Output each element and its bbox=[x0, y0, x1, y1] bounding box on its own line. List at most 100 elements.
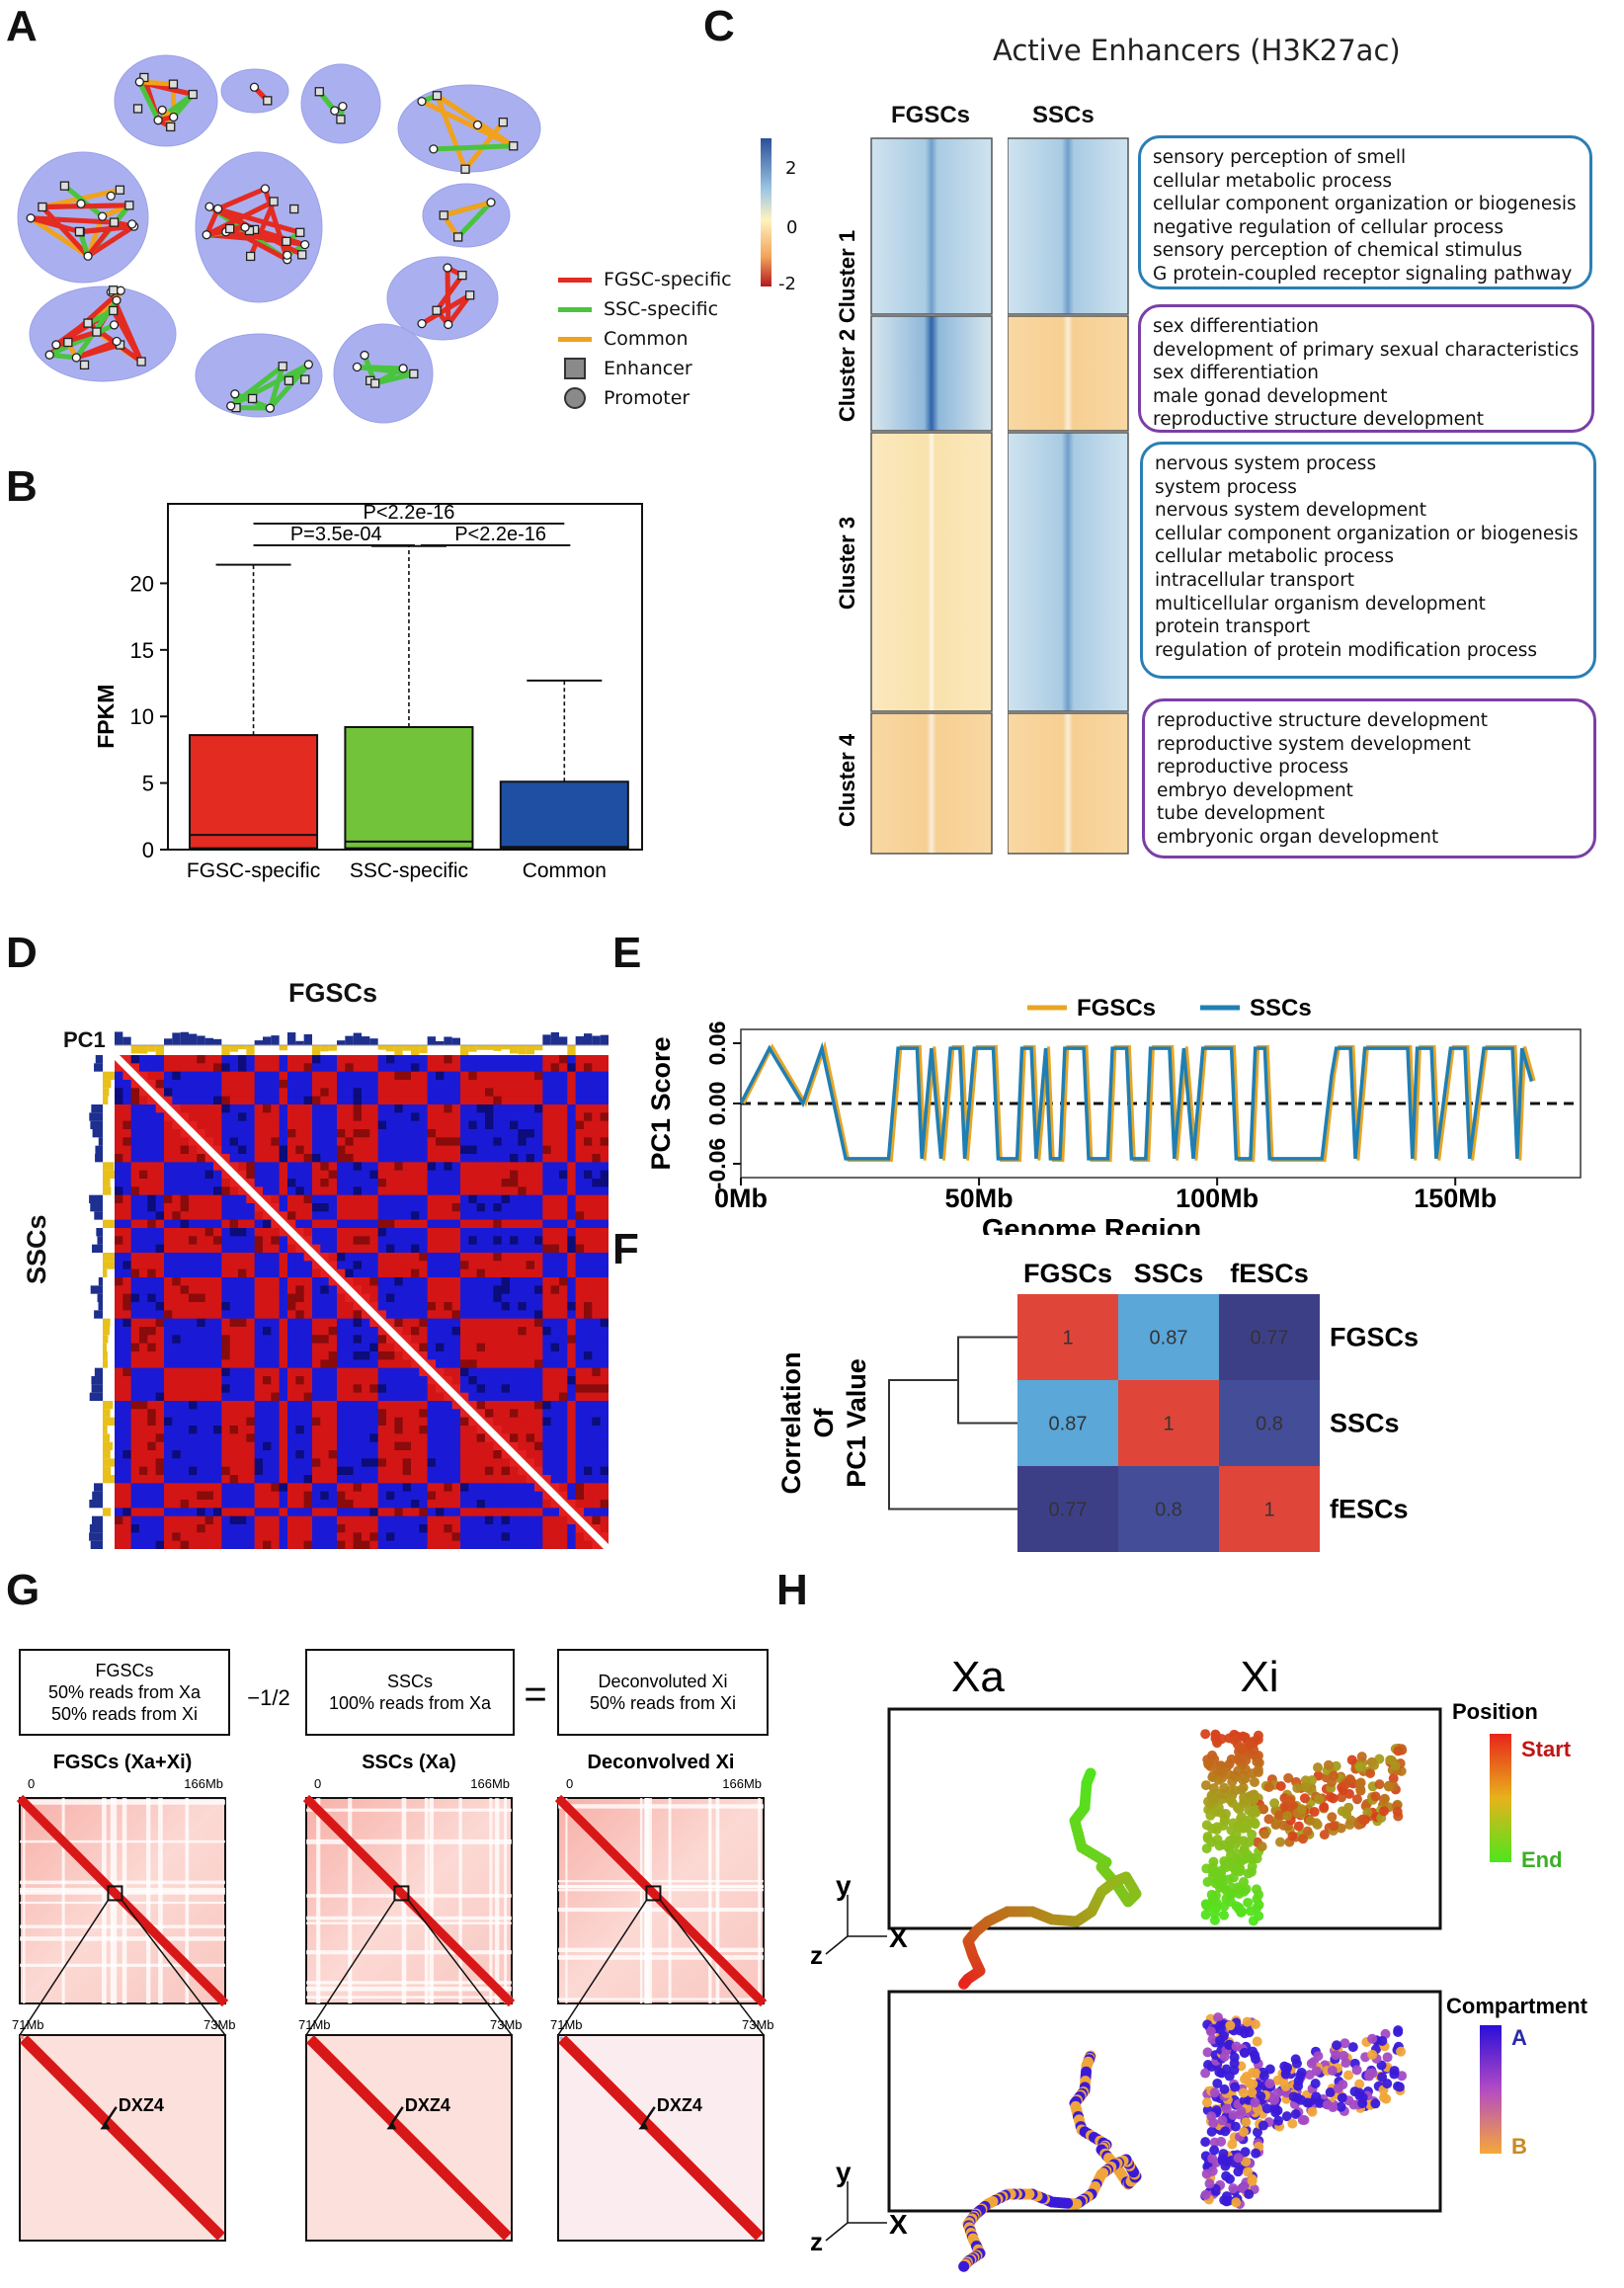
xi-bead bbox=[1327, 2065, 1338, 2076]
pc1-bar bbox=[89, 1532, 103, 1541]
pc1-bar bbox=[476, 1045, 485, 1050]
z-axis-arrow bbox=[825, 2222, 849, 2242]
zoom-region-box bbox=[645, 1885, 662, 1902]
position-legend-title: Position bbox=[1452, 1699, 1538, 1724]
cell-value: 1 bbox=[1062, 1328, 1073, 1349]
pc1-bar bbox=[103, 1466, 112, 1475]
panel-d-top-label: FGSCs bbox=[288, 978, 378, 1008]
network-edge bbox=[372, 366, 406, 386]
xi-bead bbox=[1229, 2052, 1240, 2063]
xi-bead bbox=[1340, 1779, 1351, 1790]
network-edge bbox=[267, 362, 311, 411]
go-term: tube development bbox=[1157, 803, 1326, 825]
xi-bead bbox=[1319, 1802, 1330, 1813]
enhancer-node bbox=[457, 271, 467, 281]
xi-bead bbox=[1226, 1754, 1237, 1764]
promoter-node bbox=[472, 120, 483, 130]
promoter-node bbox=[112, 295, 122, 305]
panel-label-b: B bbox=[6, 462, 38, 511]
dxz4-label: DXZ4 bbox=[405, 2095, 450, 2115]
enhancer-node bbox=[336, 115, 346, 124]
xi-bead bbox=[1202, 2047, 1213, 2058]
enhancer-square-icon bbox=[564, 358, 586, 379]
enhancer-node bbox=[63, 337, 73, 348]
xi-bead bbox=[1216, 1808, 1227, 1819]
network-edge bbox=[419, 292, 473, 327]
promoter-node bbox=[486, 198, 496, 207]
xi-bead bbox=[1236, 1744, 1247, 1755]
position-colorbar bbox=[1490, 1734, 1511, 1862]
xi-bead bbox=[1351, 2065, 1362, 2076]
pc1-bar bbox=[103, 1096, 109, 1104]
xi-bead bbox=[1298, 1834, 1309, 1844]
network-edge bbox=[136, 79, 161, 123]
xi-bead bbox=[1261, 2103, 1272, 2114]
legend-e-label: FGSCs bbox=[1077, 995, 1156, 1021]
formula-box bbox=[305, 1649, 515, 1736]
xi-bead bbox=[1209, 2087, 1220, 2098]
xi-bead bbox=[1233, 2153, 1244, 2164]
xi-bead bbox=[1219, 1782, 1230, 1793]
cluster-label-3: Cluster 3 bbox=[835, 517, 859, 610]
xi-bead bbox=[1269, 2094, 1280, 2105]
pc1-bar bbox=[89, 1194, 103, 1203]
map-title: Deconvolved Xi bbox=[588, 1752, 735, 1773]
promoter-node bbox=[71, 353, 81, 363]
pc1-bar bbox=[103, 1179, 111, 1187]
network-edge bbox=[434, 93, 468, 172]
xi-bead bbox=[1290, 2054, 1301, 2065]
compartment-a-label: A bbox=[1511, 2025, 1527, 2050]
network-edge bbox=[267, 364, 285, 411]
xi-bead bbox=[1234, 1866, 1245, 1877]
xi-bead bbox=[1354, 2087, 1365, 2098]
y-axis-label: PC1 Score bbox=[646, 1036, 676, 1170]
network-edge bbox=[455, 200, 494, 240]
y-axis-label: PC1 Value bbox=[842, 1358, 871, 1488]
xi-bead bbox=[1364, 2071, 1375, 2082]
promoter-node bbox=[109, 320, 120, 330]
promoter-node bbox=[106, 191, 116, 202]
legend-a-item: SSC-specific bbox=[558, 294, 732, 324]
go-box-cluster-2: sex differentiation development of primar… bbox=[1138, 304, 1594, 433]
enhancer-node bbox=[83, 318, 93, 328]
pc1-bar bbox=[103, 1088, 110, 1097]
colorbar bbox=[761, 138, 771, 286]
pc1-bar bbox=[95, 1145, 103, 1154]
xi-bead bbox=[1228, 2110, 1239, 2121]
formula-text: 50% reads from Xa bbox=[48, 1682, 202, 1702]
xi-bead bbox=[1356, 1752, 1367, 1762]
p-value-annotation: P=3.5e-04 bbox=[290, 524, 382, 545]
xi-bead bbox=[1296, 1804, 1307, 1815]
heatmap-cell bbox=[1219, 1294, 1320, 1380]
panel-c-heatmap-ssc bbox=[1008, 137, 1129, 855]
xi-bead bbox=[1346, 1755, 1357, 1765]
colorbar-tick-0: 0 bbox=[786, 217, 798, 238]
pc1-bar bbox=[189, 1033, 198, 1045]
dxz4-label: DXZ4 bbox=[119, 2095, 164, 2115]
pc1-bar bbox=[303, 1033, 312, 1045]
enhancer-node bbox=[370, 378, 380, 388]
go-box-cluster-1: sensory perception of smell cellular meta… bbox=[1138, 135, 1592, 289]
xi-bead bbox=[1230, 1785, 1241, 1796]
xi-bead bbox=[1374, 1779, 1385, 1790]
xi-bead bbox=[1263, 1782, 1274, 1793]
enhancer-node bbox=[452, 232, 463, 242]
pc1-bar bbox=[95, 1055, 103, 1064]
xi-bead bbox=[1305, 1816, 1316, 1827]
enhancer-node bbox=[432, 91, 443, 101]
xi-bead bbox=[1339, 2050, 1349, 2061]
pc1-bar bbox=[221, 1045, 230, 1056]
xi-bead bbox=[1229, 2065, 1240, 2076]
xi-bead bbox=[1241, 2117, 1252, 2128]
xi-bead bbox=[1225, 1857, 1236, 1868]
pc1-bar bbox=[139, 1045, 148, 1054]
xi-bead bbox=[1287, 1831, 1298, 1841]
xi-bead bbox=[1207, 2034, 1218, 2045]
xi-bead bbox=[1248, 1795, 1259, 1806]
legend-e-label: SSCs bbox=[1250, 995, 1312, 1021]
xi-bead bbox=[1297, 2115, 1308, 2126]
xi-bead bbox=[1234, 1753, 1245, 1763]
legend-line-swatch bbox=[558, 277, 592, 283]
network-edge bbox=[28, 215, 91, 259]
xi-bead bbox=[1241, 1884, 1252, 1895]
